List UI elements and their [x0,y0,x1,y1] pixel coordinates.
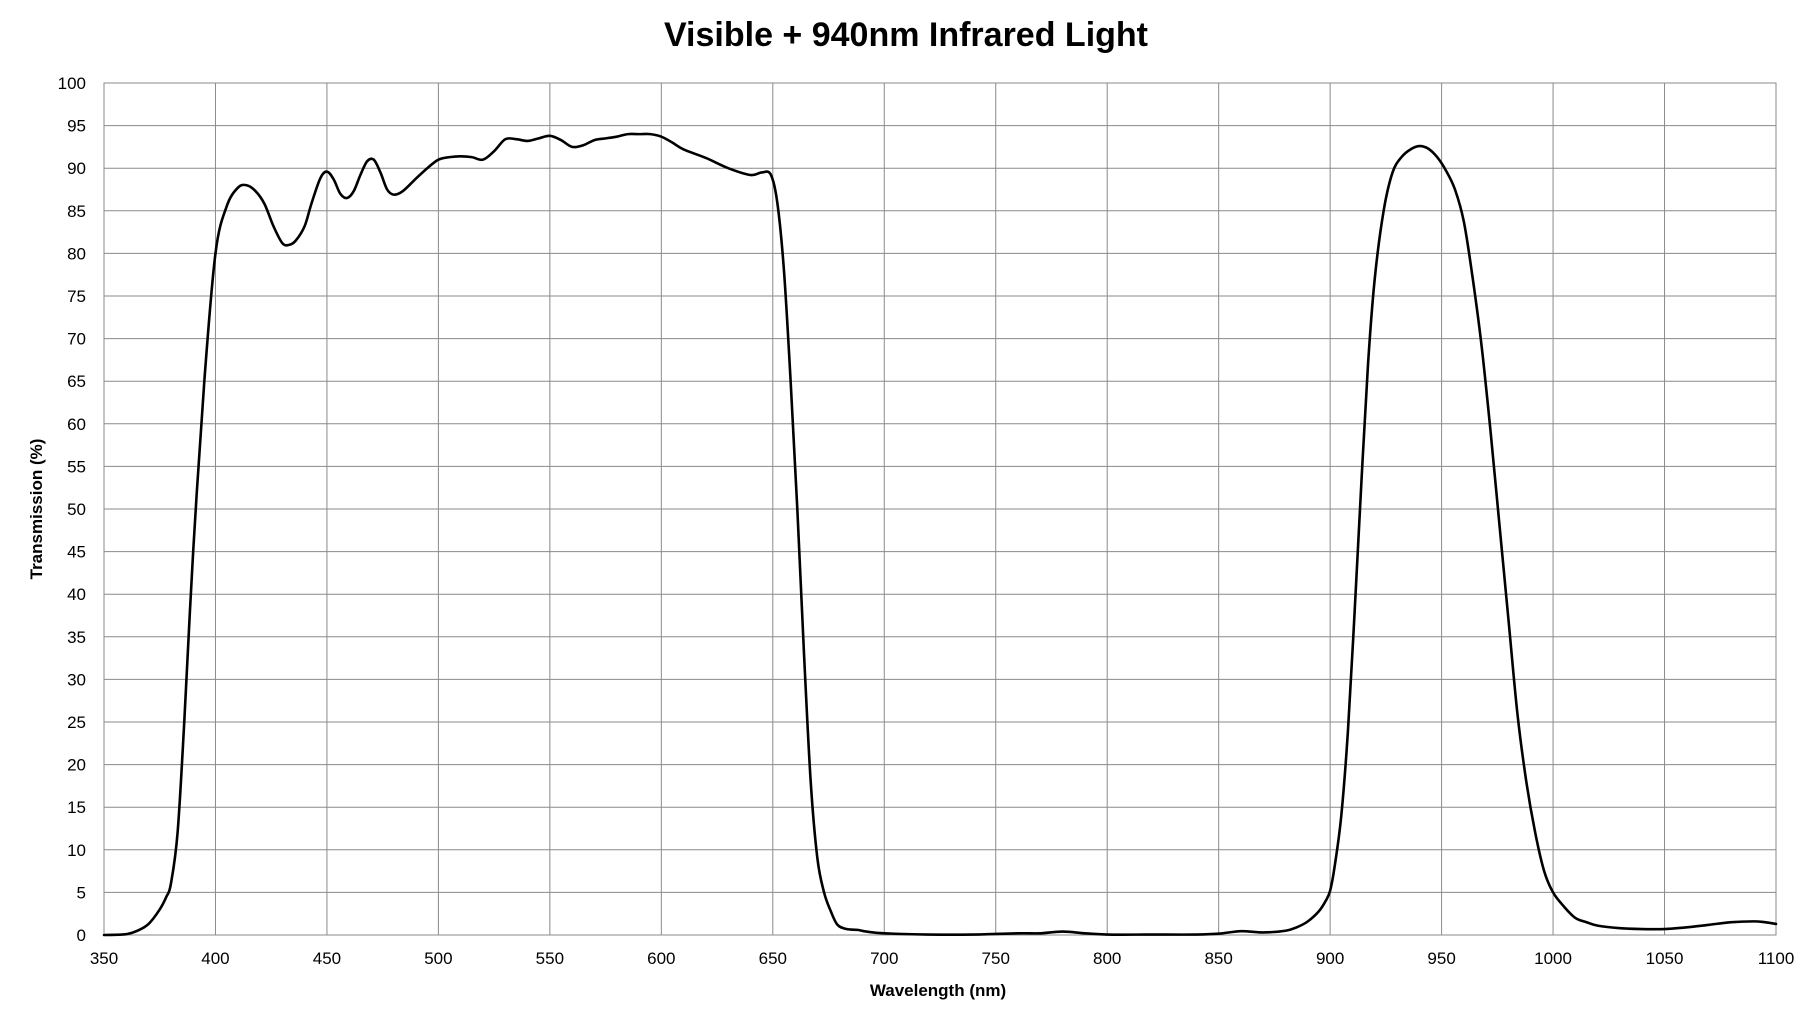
y-tick-label: 25 [67,713,86,732]
x-tick-label: 550 [536,949,564,968]
x-tick-label: 350 [90,949,118,968]
y-tick-label: 10 [67,841,86,860]
y-tick-label: 45 [67,543,86,562]
y-tick-label: 50 [67,500,86,519]
grid [103,82,1777,936]
y-tick-label: 30 [67,670,86,689]
x-tick-label: 1100 [1758,949,1795,968]
y-tick-label: 75 [67,287,86,306]
y-tick-label: 100 [58,74,86,93]
y-tick-label: 55 [67,457,86,476]
x-tick-label: 750 [982,949,1010,968]
y-tick-label: 60 [67,415,86,434]
y-tick-label: 95 [67,117,86,136]
y-tick-label: 40 [67,585,86,604]
y-tick-label: 5 [77,883,86,902]
y-tick-label: 80 [67,244,86,263]
x-tick-label: 900 [1316,949,1344,968]
x-tick-label: 800 [1093,949,1121,968]
x-tick-label: 400 [201,949,229,968]
x-tick-label: 500 [424,949,452,968]
y-axis-label: Transmission (%) [27,439,46,580]
x-tick-label: 450 [313,949,341,968]
x-axis-ticks: 350 400 450 500 550 600 650 700 750 800 850 900 950 1… [90,949,1794,968]
chart-title: Visible + 940nm Infrared Light [664,16,1148,54]
x-tick-label: 950 [1427,949,1455,968]
x-tick-label: 600 [647,949,675,968]
y-axis-ticks: 0 5 10 15 20 25 30 35 40 45 50 55 60 65 70 75 80 85 90 95 10… [58,74,86,945]
x-tick-label: 650 [759,949,787,968]
y-tick-label: 70 [67,330,86,349]
x-tick-label: 1000 [1534,949,1572,968]
x-tick-label: 700 [870,949,898,968]
x-axis-label: Wavelength (nm) [870,981,1006,1000]
y-tick-label: 20 [67,756,86,775]
y-tick-label: 35 [67,628,86,647]
x-tick-label: 850 [1204,949,1232,968]
y-tick-label: 0 [77,926,86,945]
y-tick-label: 15 [67,798,86,817]
y-tick-label: 65 [67,372,86,391]
x-tick-label: 1050 [1646,949,1684,968]
y-tick-label: 85 [67,202,86,221]
y-tick-label: 90 [67,159,86,178]
transmission-series-line [102,132,1778,937]
